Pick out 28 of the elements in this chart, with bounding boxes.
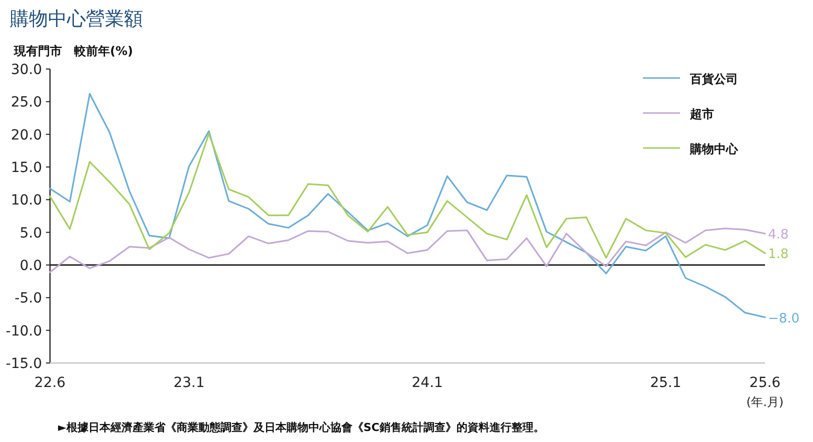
legend-label: 超市 bbox=[689, 107, 714, 121]
y-tick-label: 25.0 bbox=[10, 94, 42, 111]
y-tick-label: -5.0 bbox=[14, 290, 42, 307]
data-label: −8.0 bbox=[768, 311, 800, 326]
y-axis-title: 現有門市 較前年(%) bbox=[13, 44, 133, 58]
y-tick-label: -15.0 bbox=[6, 356, 42, 372]
text: ►根據日本經濟產業省《商業動態調查》及日本購物中心協會《SC銷售統計調查》的資料進行整理。 bbox=[58, 421, 544, 434]
data-label: 1.8 bbox=[768, 247, 789, 262]
y-tick-label: 10.0 bbox=[10, 192, 42, 209]
legend-label: 購物中心 bbox=[689, 142, 739, 156]
data-label: 4.8 bbox=[768, 228, 789, 243]
x-tick-label: 23.1 bbox=[173, 375, 205, 391]
y-tick-label: 15.0 bbox=[10, 160, 42, 176]
y-tick-label: 5.0 bbox=[20, 225, 42, 242]
x-axis-title: (年.月) bbox=[746, 395, 784, 409]
chart-title: 購物中心營業額 bbox=[10, 8, 143, 30]
x-tick-label: 25.6 bbox=[749, 375, 781, 391]
line-series bbox=[49, 93, 766, 318]
line-series bbox=[49, 228, 766, 273]
legend-label: 百貨公司 bbox=[689, 72, 738, 86]
x-tick-label: 25.1 bbox=[650, 375, 682, 391]
x-tick-label: 24.1 bbox=[412, 375, 443, 391]
y-tick-label: 0.0 bbox=[20, 258, 42, 274]
y-tick-label: 30.0 bbox=[10, 62, 42, 78]
x-tick-label: 22.6 bbox=[34, 375, 66, 391]
y-tick-label: 20.0 bbox=[10, 127, 42, 144]
line-series bbox=[49, 132, 766, 259]
y-tick-label: -10.0 bbox=[6, 323, 42, 340]
